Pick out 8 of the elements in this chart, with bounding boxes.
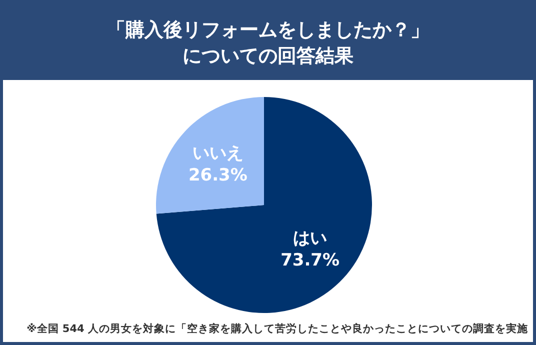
chart-subtitle: についての回答結果 [182,45,354,67]
pie-slice [156,97,372,313]
slice-label: いいえ [192,144,244,164]
chart-title: 「購入後リフォームをしましたか？」 [106,19,430,41]
slice-label: はい [293,228,328,248]
data-label: 26.3% [188,166,248,186]
text: ※全国 544 人の男女を対象に「空き家を購入して苦労したことや良かったことについての調査を実施 [26,322,529,335]
data-label: 73.7% [280,250,340,270]
